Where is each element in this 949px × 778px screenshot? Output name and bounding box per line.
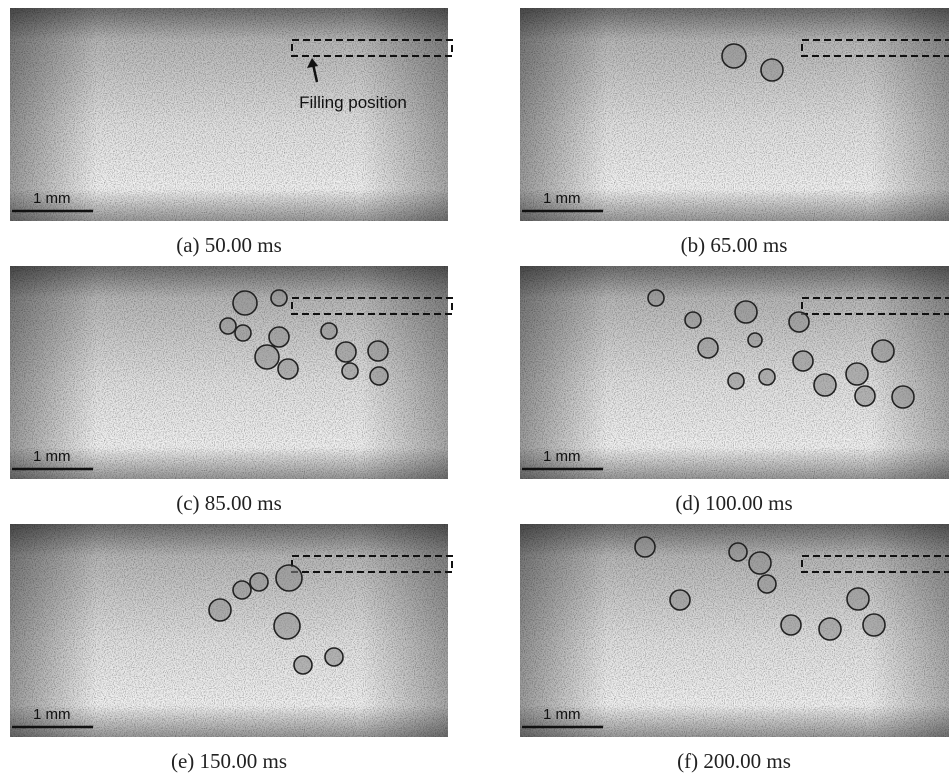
- panel-caption: (c) 85.00 ms: [176, 491, 282, 515]
- bubble: [233, 581, 251, 599]
- panel-caption: (a) 50.00 ms: [176, 233, 282, 257]
- bubble: [781, 615, 801, 635]
- bubble: [250, 573, 268, 591]
- bubble: [698, 338, 718, 358]
- bubble: [819, 618, 841, 640]
- panels: 1 mm Filling position (a) 50.00 ms 1 mm (b) …: [10, 8, 949, 773]
- bubble: [814, 374, 836, 396]
- bubble: [722, 44, 746, 68]
- bubble: [368, 341, 388, 361]
- bubble: [235, 325, 251, 341]
- scale-label: 1 mm: [33, 190, 71, 207]
- bubble: [670, 590, 690, 610]
- bubble: [729, 543, 747, 561]
- panel-caption: (e) 150.00 ms: [171, 749, 287, 773]
- scale-label: 1 mm: [33, 448, 71, 465]
- bubble: [209, 599, 231, 621]
- scale-label: 1 mm: [33, 706, 71, 723]
- bubble: [276, 565, 302, 591]
- bubble: [370, 367, 388, 385]
- panel-caption: (f) 200.00 ms: [677, 749, 791, 773]
- panel: 1 mm: [520, 266, 949, 479]
- bubble: [336, 342, 356, 362]
- scale-label: 1 mm: [543, 448, 581, 465]
- scale-label: 1 mm: [543, 706, 581, 723]
- bubble: [648, 290, 664, 306]
- figure: 1 mm Filling position (a) 50.00 ms 1 mm (b) …: [0, 0, 949, 778]
- scale-label: 1 mm: [543, 190, 581, 207]
- bubble: [342, 363, 358, 379]
- panel-caption: (b) 65.00 ms: [681, 233, 788, 257]
- bubble: [847, 588, 869, 610]
- bubble: [735, 301, 757, 323]
- bubble: [321, 323, 337, 339]
- bubble: [325, 648, 343, 666]
- bubble: [748, 333, 762, 347]
- bubble: [793, 351, 813, 371]
- panel: 1 mm: [10, 266, 452, 479]
- bubble: [846, 363, 868, 385]
- panel: 1 mm: [10, 524, 452, 737]
- bubble: [761, 59, 783, 81]
- bubble: [278, 359, 298, 379]
- panel: 1 mm Filling position: [10, 8, 452, 221]
- bubble: [759, 369, 775, 385]
- bubble: [872, 340, 894, 362]
- panel: 1 mm: [520, 524, 949, 737]
- panel-caption: (d) 100.00 ms: [675, 491, 792, 515]
- bubble: [855, 386, 875, 406]
- bubble: [789, 312, 809, 332]
- bubble: [863, 614, 885, 636]
- bubble: [274, 613, 300, 639]
- bubble: [685, 312, 701, 328]
- bubble: [892, 386, 914, 408]
- bubble: [758, 575, 776, 593]
- annotation: Filling position: [299, 93, 407, 112]
- bubble: [269, 327, 289, 347]
- panel: 1 mm: [520, 8, 949, 221]
- bubble: [233, 291, 257, 315]
- bubble: [728, 373, 744, 389]
- bubble: [255, 345, 279, 369]
- bubble: [220, 318, 236, 334]
- bubble: [635, 537, 655, 557]
- bubble: [271, 290, 287, 306]
- bubble: [294, 656, 312, 674]
- bubble: [749, 552, 771, 574]
